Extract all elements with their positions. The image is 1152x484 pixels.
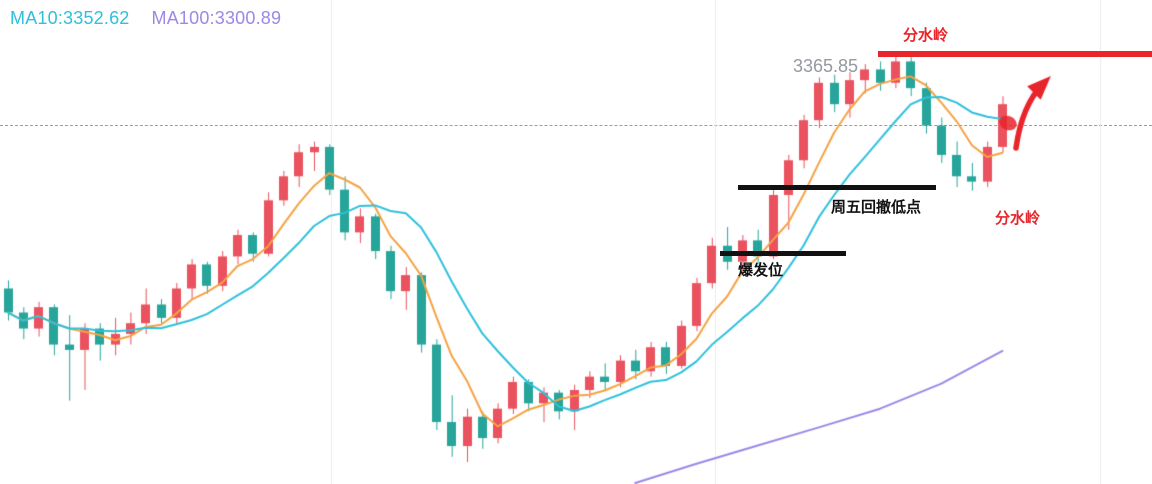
high-price-label: 3365.85 bbox=[793, 56, 859, 76]
pullback-low-label: 周五回撤低点 bbox=[831, 199, 922, 216]
watershed-line bbox=[878, 51, 1152, 58]
breakout-line bbox=[720, 250, 846, 256]
watershed-top-label: 分水岭 bbox=[903, 27, 949, 44]
pullback-low-line bbox=[738, 185, 936, 190]
watershed-right-label: 分水岭 bbox=[995, 210, 1041, 227]
breakout-label: 爆发位 bbox=[738, 262, 784, 279]
ma10-legend-label: MA10:3352.62 bbox=[10, 8, 130, 28]
ma-legend: MA10:3352.62 MA100:3300.89 bbox=[10, 8, 281, 29]
ma100-legend-label: MA100:3300.89 bbox=[151, 8, 282, 28]
